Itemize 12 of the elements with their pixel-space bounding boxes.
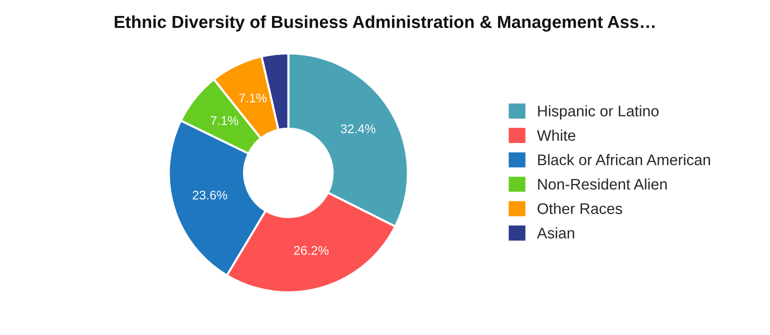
data-label: 7.1% (210, 116, 238, 125)
data-label: 26.2% (294, 246, 328, 255)
legend-label: Non-Resident Alien (538, 178, 667, 190)
legend-label: Black or African American (538, 154, 710, 166)
legend-label: Hispanic or Latino (538, 105, 659, 120)
chart-title: Ethnic Diversity of Business Administration & Management Ass… (114, 15, 654, 32)
legend-label: White (536, 130, 576, 141)
legend-label: Asian (536, 227, 574, 238)
data-label: 7.1% (239, 94, 267, 102)
legend-label: Other Races (538, 202, 622, 214)
data-label: 32.4% (340, 124, 376, 134)
data-label: 23.6% (192, 190, 228, 200)
